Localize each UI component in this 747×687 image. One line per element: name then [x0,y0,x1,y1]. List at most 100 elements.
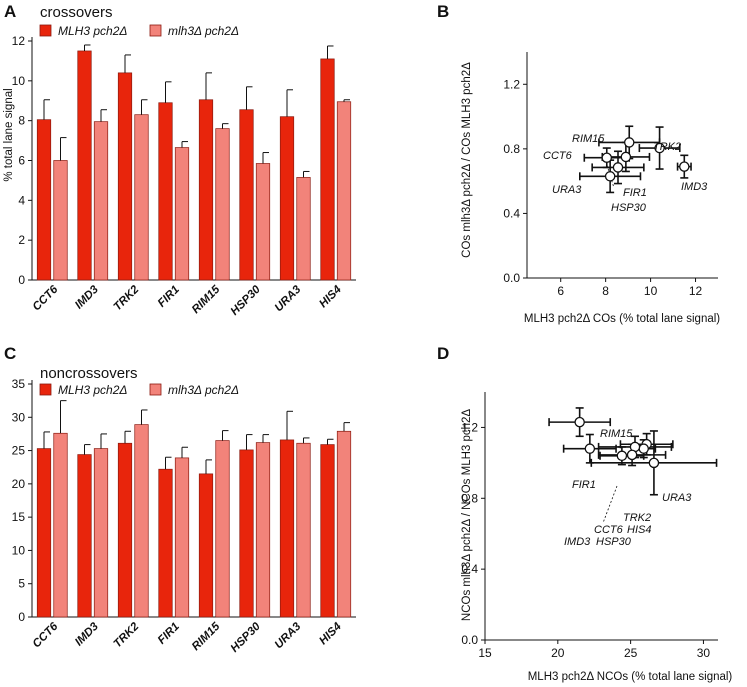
chart-a-bar [336,101,352,281]
chart-b-point-label: CCT6 [543,150,573,162]
chart-a-bar [239,109,254,281]
chart-b-plot: 0.0 0.4 0.8 1.2 6 8 10 12 CCT6 IMD3 TRK2 FIR1 RIM15 H… [503,52,718,298]
chart-c-bar [36,448,52,618]
legend-a-swatch-series1 [39,24,52,37]
chart-d-plot: 0.0 0.4 0.8 1.2 15 20 25 30 RIM15 FIR1 URA3 TRK2HIS… [461,392,718,660]
chart-c-category-label: TRK2 [112,620,142,650]
chart-c-category-label: HSP30 [229,620,264,655]
chart-a-bar [158,102,173,281]
chart-d-point-label: FIR1 [572,479,596,491]
chart-c-category-label: FIR1 [156,621,182,647]
chart-c-ytick-label: 30 [12,410,26,424]
chart-d-xlabel: MLH3 pch2Δ NCOs (% total lane signal) [528,671,733,683]
chart-c-category-label: RIM15 [190,620,223,653]
chart-d-xtick-label: 15 [478,646,492,660]
chart-a-bar [320,58,335,281]
legend-c-label-series1: MLH3 pch2Δ [58,383,127,397]
chart-a-bar [296,177,311,281]
chart-b-ytick-label: 0.0 [503,271,520,285]
chart-d-point-label: URA3 [662,492,692,504]
chart-b-point [604,171,616,182]
chart-d-point [616,450,628,462]
chart-b-point [620,151,632,163]
chart-c-category-label: HIS4 [317,620,344,647]
chart-a-ytick-label: 6 [18,154,25,168]
chart-c-bar [174,457,190,618]
chart-c-category-label: CCT6 [31,620,61,650]
chart-a-ytick-label: 2 [18,233,25,247]
chart-a-ytick-label: 0 [18,273,25,287]
chart-a-bar [53,160,68,281]
chart-c-plot: 0 5 10 15 20 25 30 35 CCT6 IMD3 TRK2 FIR1 RIM15 HSP30… [12,377,356,655]
chart-c-bar [320,444,335,618]
chart-c-bar [93,448,109,618]
chart-b-point-label: URA3 [552,184,582,196]
chart-a-ytick-label: 8 [18,114,25,128]
chart-d-ytick-label: 0.8 [461,491,478,505]
panel-letter-d: D [437,344,449,363]
chart-c-bar [279,439,295,618]
chart-d-point [574,416,585,428]
legend-c-label-series2: mlh3Δ pch2Δ [168,383,239,397]
chart-c-category-label: IMD3 [73,620,101,648]
chart-d-ylabel: NCOs mlh3Δ pch2Δ / NCOs MLH3 pch2Δ [461,409,473,622]
chart-c-ytick-label: 15 [12,510,26,524]
panel-letter-b: B [437,2,449,21]
chart-b-point-label: RIM15 [572,133,605,145]
chart-c-ytick-label: 0 [18,610,25,624]
legend-a-label-series2: mlh3Δ pch2Δ [168,24,239,38]
chart-c-ytick-label: 10 [12,543,26,557]
chart-a-title: crossovers [40,4,113,21]
chart-c-title: noncrossovers [40,365,138,382]
legend-c-swatch-series2 [149,383,162,396]
chart-a-category-label: HIS4 [317,283,344,310]
chart-b-xtick-label: 8 [602,284,609,298]
chart-a-bar [198,99,214,281]
chart-d-ytick-label: 0.0 [461,633,478,647]
chart-a-category-label: RIM15 [190,283,223,316]
chart-d-point [648,457,660,469]
chart-a-bar [134,114,149,281]
chart-a-bar [174,147,190,281]
chart-a-ytick-label: 4 [18,193,25,207]
chart-b-point-label: HSP30 [611,202,647,214]
chart-a-category-label: CCT6 [31,283,61,313]
chart-a-category-label: HSP30 [229,283,264,318]
chart-b-ytick-label: 0.8 [503,142,520,156]
chart-b-xlabel: MLH3 pch2Δ COs (% total lane signal) [524,313,720,325]
chart-d-xtick-label: 20 [551,646,565,660]
chart-a-ytick-label: 12 [12,34,26,48]
chart-b-point [679,161,690,172]
chart-d-point-label: IMD3 [564,536,591,548]
chart-c-ytick-label: 25 [12,444,26,458]
chart-d-point-label: CCT6 [594,524,624,536]
chart-a-bar [279,116,295,281]
chart-c-bar [198,473,214,618]
chart-a-bar [36,119,52,281]
chart-d-point [638,443,649,454]
chart-d-point-label: RIM15 [600,428,633,440]
chart-c-bar [296,442,311,618]
chart-d-xtick-label: 30 [697,646,711,660]
panel-letter-c: C [4,344,16,363]
chart-c-ytick-label: 20 [12,477,26,491]
legend-c-swatch-series1 [39,383,52,396]
chart-a-category-label: URA3 [273,283,304,314]
chart-b-xtick-label: 12 [689,284,703,298]
chart-a-plot: 0 2 4 6 8 10 12 CCT6 IMD3 TRK2 FIR1 RIM15 HSP30 URA3 H… [12,34,356,318]
chart-a-bar [255,163,271,281]
chart-c-bar [158,468,173,618]
chart-c-bar [255,442,271,618]
chart-c-ytick-label: 5 [18,577,25,591]
chart-b-point-label: FIR1 [623,187,647,199]
chart-d-point-label: TRK2 [623,512,651,524]
chart-c-bar [215,440,230,618]
chart-a-bar [117,72,133,281]
chart-b-ytick-label: 1.2 [503,77,520,91]
chart-c-category-label: URA3 [273,620,304,651]
chart-b-point [623,137,635,148]
chart-d-ytick-label: 1.2 [461,420,478,434]
chart-b-ylabel: COs mlh3Δ pch2Δ / COs MLH3 pch2Δ [461,62,473,258]
chart-d-point-label: HIS4 [627,524,651,536]
chart-a-category-label: IMD3 [73,283,101,311]
